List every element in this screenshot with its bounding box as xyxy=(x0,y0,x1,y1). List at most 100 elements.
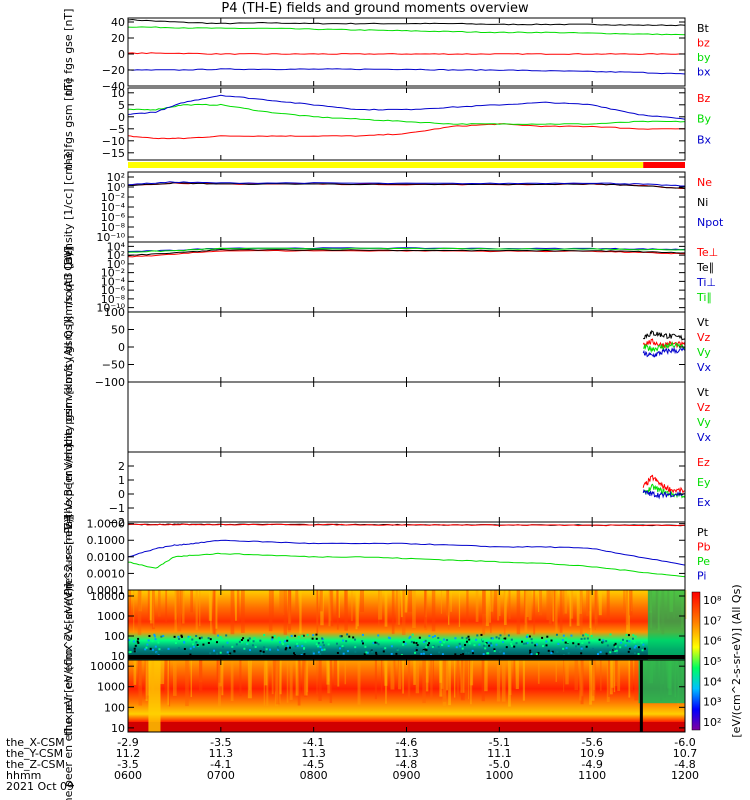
spectrogram-speckle xyxy=(499,634,502,637)
spectrogram-speckle xyxy=(562,647,565,650)
spectrogram-speckle xyxy=(154,638,157,641)
colorbar-tick-label: 10⁶ xyxy=(703,635,722,648)
spectrogram-streak xyxy=(485,590,489,627)
spectrogram-speckle xyxy=(476,634,479,637)
quality-bar-yellow xyxy=(128,162,644,168)
footer-tick-label: 1100 xyxy=(578,769,606,782)
spectrogram-speckle xyxy=(464,644,467,647)
y-axis-label: E=-VxB [mV/m] xyxy=(62,444,75,530)
spectrogram-speckle xyxy=(354,646,357,649)
spectrogram-streak xyxy=(453,660,456,698)
spectrogram-speckle xyxy=(177,647,180,650)
panel-7: 210−1−2 E=-VxB [mV/m] Ez Ey Ex xyxy=(62,444,711,530)
colorbar-tick-label: 10³ xyxy=(703,696,721,709)
spectrogram-speckle xyxy=(461,647,464,650)
spectrogram-streak xyxy=(513,660,515,689)
spectrogram-streak xyxy=(508,590,511,620)
spectrogram-speckle xyxy=(555,633,558,636)
spectrogram-speckle xyxy=(446,639,449,642)
spectrogram-streak xyxy=(563,660,565,692)
footer-tick-label: 0700 xyxy=(207,769,235,782)
spectrogram-speckle xyxy=(192,643,195,646)
panel-frame xyxy=(127,521,686,591)
y-tick-label: 20 xyxy=(111,32,125,45)
footer-row-label: the_Y-CSM xyxy=(6,747,63,760)
spectrogram-streak xyxy=(384,660,388,701)
legend-entry: Vz xyxy=(697,401,711,414)
spectrogram-speckle xyxy=(149,647,152,650)
spectrogram-speckle xyxy=(471,649,474,652)
spectrogram-streak xyxy=(289,590,292,623)
spectrogram-speckle xyxy=(294,645,297,648)
spectrogram-streak xyxy=(630,660,633,691)
spectrogram-speckle xyxy=(277,647,280,650)
spectrogram-speckle xyxy=(277,648,280,651)
spectrogram-speckle xyxy=(484,642,487,645)
legend-entry: Te⊥ xyxy=(696,246,718,259)
legend-entry: bz xyxy=(697,37,710,50)
series-line-Ni xyxy=(127,182,686,189)
spectrogram-streak xyxy=(501,660,506,702)
y-axis-label: moqt3 [eV] xyxy=(62,246,75,308)
spectrogram-streak xyxy=(248,660,251,691)
spectrogram-speckle xyxy=(590,634,593,637)
spectrogram-speckle xyxy=(609,651,612,654)
spectrogram-speckle xyxy=(615,649,618,652)
spectrogram-speckle xyxy=(526,636,529,639)
spectrogram-streak xyxy=(230,660,234,701)
spectrogram-speckle xyxy=(572,642,575,645)
spectrogram-speckle xyxy=(213,649,216,652)
panel-frame xyxy=(127,241,686,313)
spectrogram-speckle xyxy=(592,647,595,650)
spectrogram-streak xyxy=(490,590,494,612)
spectrogram-speckle xyxy=(422,650,425,653)
spectrogram-speckle xyxy=(428,642,431,645)
spectrogram-speckle xyxy=(226,641,229,644)
legend-entry: Ex xyxy=(697,496,711,509)
spectrogram-speckle xyxy=(425,649,428,652)
y-tick-label: 1.0000 xyxy=(87,518,126,531)
y-tick-label: 10 xyxy=(111,87,125,100)
spectrogram-speckle xyxy=(461,636,464,639)
spectrogram-streak xyxy=(456,660,460,699)
spectrogram-streak xyxy=(137,590,142,635)
spectrogram-speckle xyxy=(396,647,399,650)
spectrogram-streak xyxy=(295,590,299,612)
spectrogram-streak xyxy=(190,660,192,698)
spectrogram-streak xyxy=(391,590,395,634)
spectrogram-speckle xyxy=(411,633,414,636)
spectrogram-speckle xyxy=(465,651,468,654)
spectrogram-streak xyxy=(595,590,598,628)
spectrogram-speckle xyxy=(502,639,505,642)
spectrogram-streak xyxy=(400,660,402,687)
y-tick-label: 5 xyxy=(118,99,125,112)
spectrogram-speckle xyxy=(340,635,343,638)
spectrogram-speckle xyxy=(354,650,357,653)
spectrogram-speckle xyxy=(259,650,262,653)
spectrogram-speckle xyxy=(565,637,568,640)
spectrogram-gap xyxy=(638,660,685,704)
spectrogram-speckle xyxy=(304,640,307,643)
panel-frame xyxy=(127,381,686,453)
legend-entry: Pi xyxy=(697,570,706,583)
spectrogram-streak xyxy=(524,590,528,632)
spectrogram-speckle xyxy=(315,637,318,640)
spectrogram-streak xyxy=(390,660,395,690)
y-tick-label: 10000 xyxy=(90,590,125,603)
spectrogram-speckle xyxy=(546,635,549,638)
spectrogram-speckle xyxy=(502,640,505,643)
spectrogram-speckle xyxy=(602,640,605,643)
spectrogram-speckle xyxy=(361,640,364,643)
spectrogram-speckle xyxy=(581,642,584,645)
spectrogram-streak xyxy=(606,660,610,702)
spectrogram-speckle xyxy=(180,634,183,637)
spectrogram-speckle xyxy=(542,645,545,648)
spectrogram-streak xyxy=(562,590,565,615)
y-tick-label: −2 xyxy=(109,516,125,529)
spectrogram-streak xyxy=(482,590,487,614)
legend-entry: Te∥ xyxy=(696,261,714,274)
spectrogram-streak xyxy=(591,660,596,696)
spectrogram-streak xyxy=(129,590,132,615)
spectrogram-speckle xyxy=(279,641,282,644)
spectrogram-streak xyxy=(199,590,201,627)
